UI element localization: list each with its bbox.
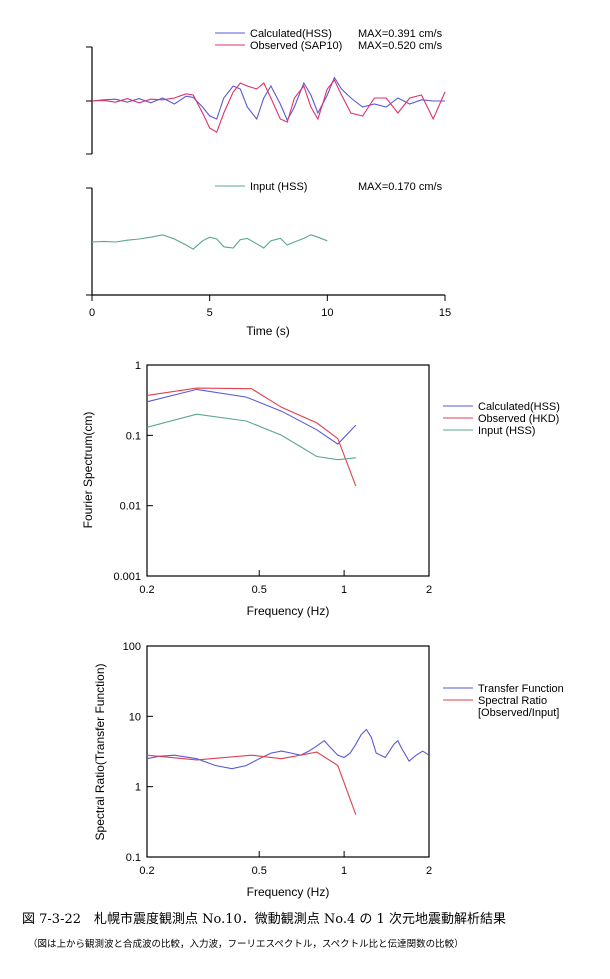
x-tick-label: 2 — [426, 584, 432, 596]
input-series-line-0 — [91, 234, 328, 250]
legend-label: Input (HSS) — [478, 425, 535, 437]
legend-label: Observed (HKD) — [478, 413, 559, 425]
p4-series-line-1 — [146, 751, 357, 815]
figure-caption-note: （図は上から観測波と合成波の比較，入力波，フーリエスペクトル，スペクトル比と伝達… — [28, 939, 464, 950]
p4-series-line-0 — [146, 728, 430, 770]
fourier-ylabel: Fourier Spectrum(cm) — [81, 412, 95, 529]
legend-label: Spectral Ratio — [478, 695, 547, 707]
legend-label-input: Input (HSS) — [250, 181, 307, 193]
fourier-xlabel: Frequency (Hz) — [247, 604, 330, 618]
waveform-series-line-1 — [91, 78, 446, 134]
x-tick-label: 1 — [341, 584, 347, 596]
y-tick-label: 1 — [135, 782, 141, 794]
x-tick-label: 0.5 — [252, 865, 267, 877]
x-tick-label: 2 — [426, 865, 432, 877]
max-label-calculated: MAX=0.391 cm/s — [358, 28, 443, 40]
time-tick-label: 5 — [207, 307, 213, 319]
p3-series-line-0 — [146, 388, 357, 445]
legend-label-calculated: Calculated(HSS) — [250, 28, 332, 40]
y-tick-label: 0.1 — [126, 852, 141, 864]
ratio-ylabel: Spectral Ratio(Transfer Function) — [93, 664, 107, 841]
x-tick-label: 0.2 — [139, 865, 154, 877]
time-tick-label: 15 — [439, 307, 451, 319]
ratio-plot-frame — [146, 645, 430, 858]
fourier-spectrum-panel: 0.2 0.5 1 2 1 0.1 0.01 0.001 Frequency (Hz) Fou… — [81, 360, 560, 618]
legend-label-observed: Observed (SAP10) — [250, 40, 342, 52]
figure-caption: 図 7-3-22 札幌市震度観測点 No.10．微動観測点 No.4 の 1 次… — [22, 912, 506, 927]
x-tick-label: 0.5 — [252, 584, 267, 596]
x-tick-label: 1 — [341, 865, 347, 877]
legend-label: [Observed/Input] — [478, 707, 559, 719]
waveform-comparison-panel: Calculated(HSS) MAX=0.391 cm/s Observed … — [86, 28, 446, 155]
ratio-xlabel: Frequency (Hz) — [247, 885, 330, 899]
waveform-series-line-0 — [91, 76, 445, 122]
y-tick-label: 0.001 — [113, 571, 141, 583]
y-tick-label: 10 — [129, 711, 141, 723]
p3-series-line-1 — [146, 387, 357, 487]
fourier-plot-frame — [146, 364, 430, 577]
max-label-input: MAX=0.170 cm/s — [358, 181, 443, 193]
time-tick-label: 0 — [89, 307, 95, 319]
spectral-ratio-panel: 0.2 0.5 1 2 100 10 1 0.1 Frequency (Hz) Spectra… — [93, 641, 564, 899]
y-tick-label: 0.1 — [126, 430, 141, 442]
y-tick-label: 0.01 — [120, 501, 141, 513]
time-axis-label: Time (s) — [246, 324, 290, 338]
x-tick-label: 0.2 — [139, 584, 154, 596]
y-tick-label: 100 — [123, 641, 141, 653]
max-label-observed: MAX=0.520 cm/s — [358, 40, 443, 52]
input-waveform-panel: 0 5 10 15 Input (HSS) MAX=0.170 cm/s Time (… — [86, 181, 451, 338]
time-tick-label: 10 — [321, 307, 333, 319]
y-tick-label: 1 — [135, 360, 141, 372]
legend-label: Calculated(HSS) — [478, 401, 560, 413]
legend-label: Transfer Function — [478, 683, 564, 695]
p3-series-line-2 — [146, 413, 356, 461]
